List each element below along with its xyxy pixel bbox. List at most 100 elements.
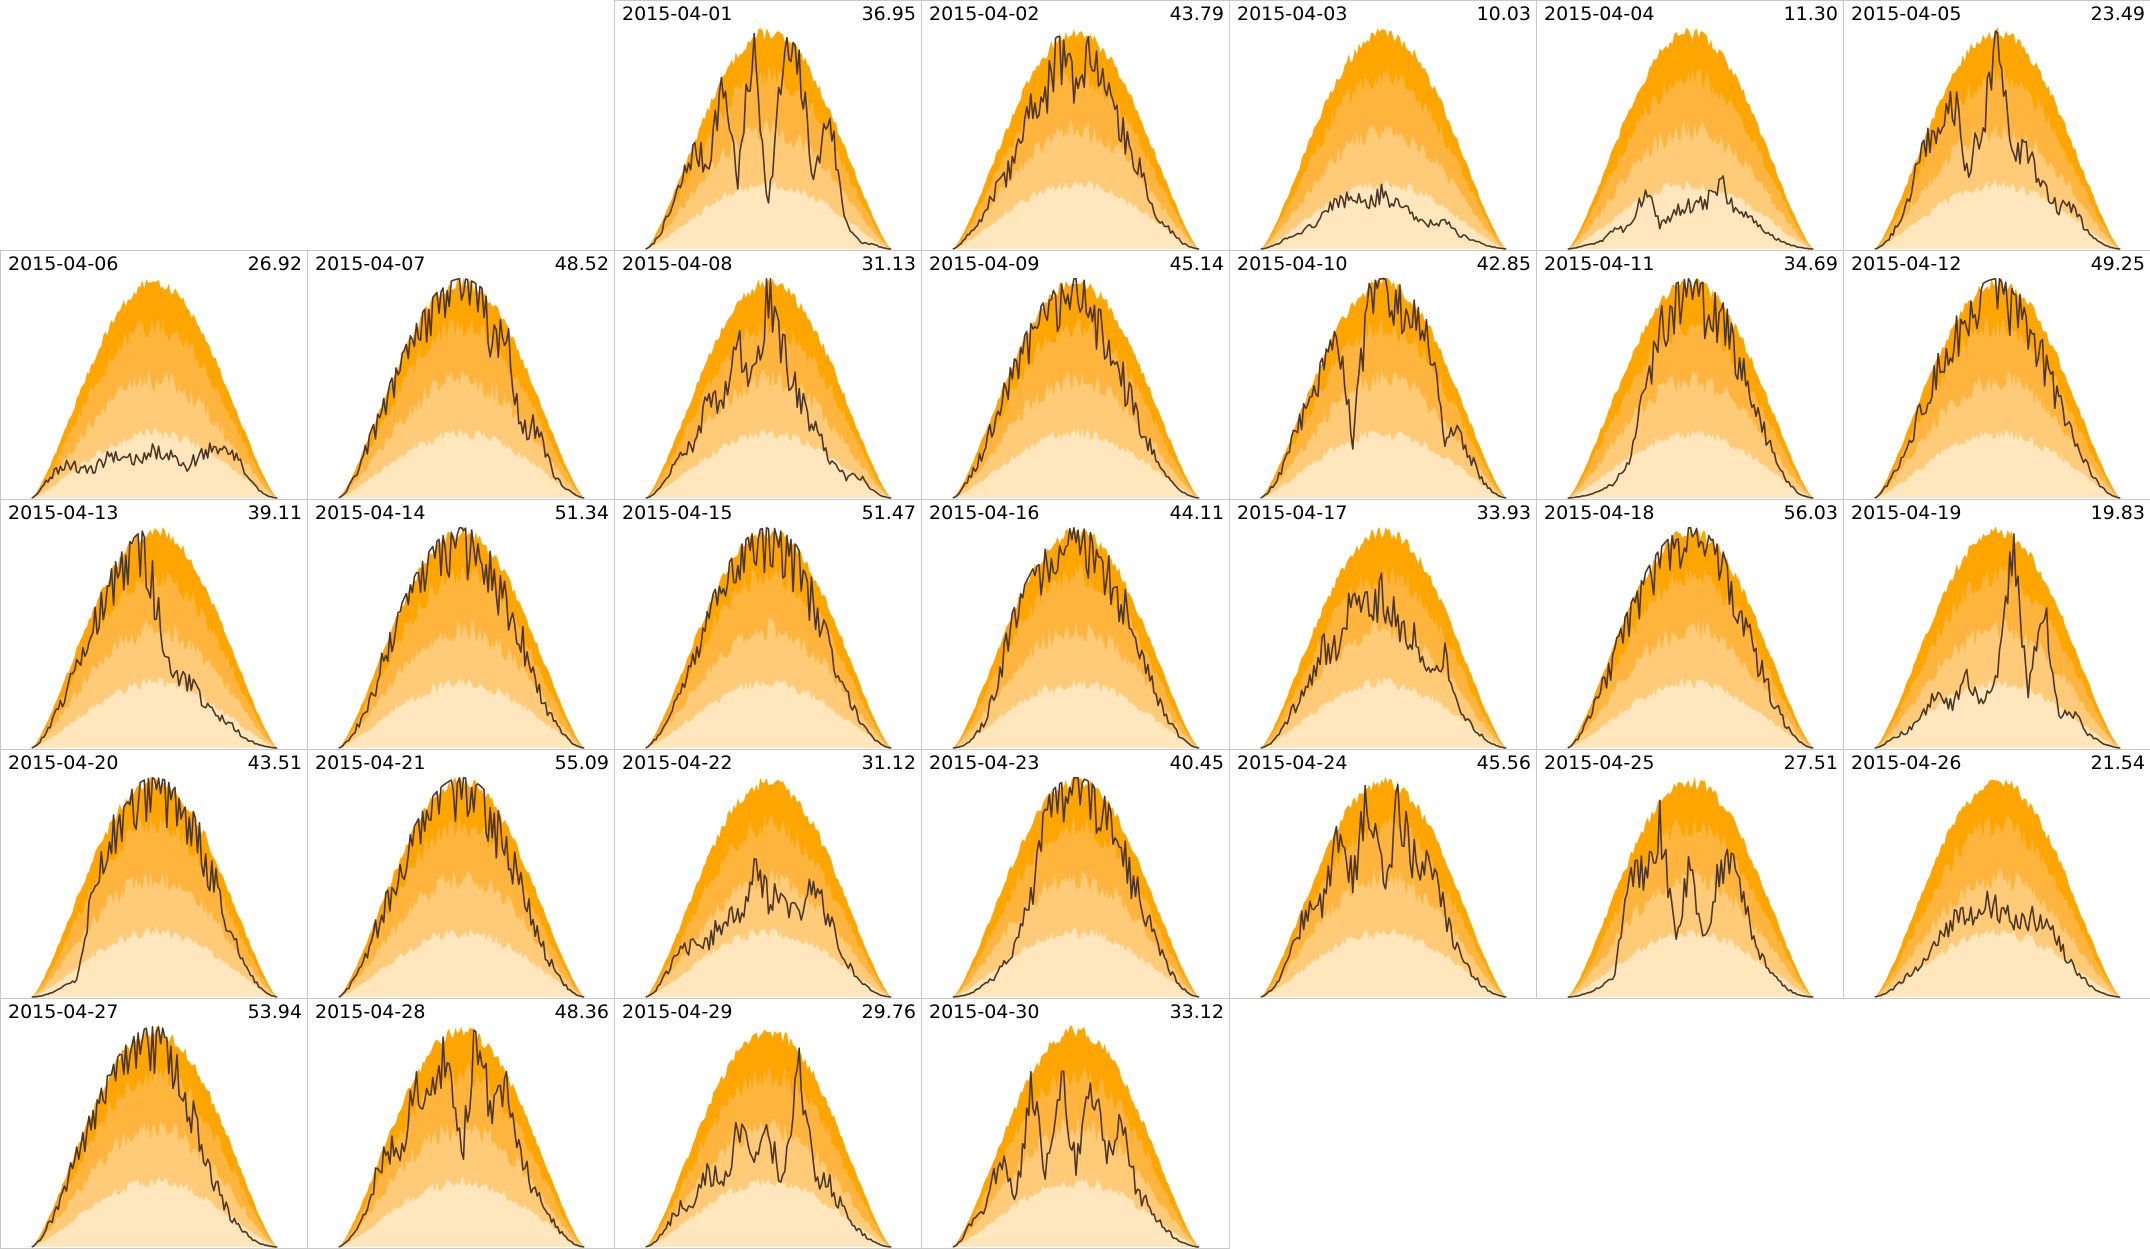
- production-line: [1260, 783, 1507, 998]
- day-panel: 2015-04-20 43.51: [0, 749, 308, 999]
- day-panel: 2015-04-13 39.11: [0, 499, 308, 750]
- day-plot: [1260, 276, 1507, 499]
- day-date-label: 2015-04-22: [622, 752, 733, 774]
- day-plot: [952, 1025, 1200, 1248]
- day-total-label: 23.49: [2090, 3, 2145, 25]
- day-panel: 2015-04-14 51.34: [307, 499, 615, 750]
- quantile-band-4: [645, 1178, 892, 1247]
- day-date-label: 2015-04-04: [1544, 3, 1655, 25]
- production-line: [1874, 533, 2121, 749]
- quantile-band-4: [645, 928, 892, 997]
- day-plot: [31, 279, 278, 499]
- day-plot: [645, 28, 892, 250]
- day-panel: 2015-04-21 55.09: [307, 749, 615, 999]
- production-line: [338, 526, 585, 749]
- day-total-label: 29.76: [861, 1001, 916, 1023]
- production-line: [31, 530, 278, 749]
- production-line: [952, 277, 1200, 499]
- production-line: [338, 1029, 585, 1248]
- day-plot: [1567, 526, 1814, 749]
- production-line: [1260, 572, 1507, 749]
- production-line: [1567, 175, 1814, 250]
- quantile-band-4: [952, 679, 1200, 748]
- day-panel: 2015-04-06 26.92: [0, 250, 308, 500]
- day-plot: [1874, 276, 2121, 499]
- day-total-label: 49.25: [2090, 253, 2145, 275]
- day-panel: 2015-04-26 21.54: [1843, 749, 2150, 999]
- production-line: [1567, 799, 1814, 998]
- day-plot: [338, 1026, 585, 1248]
- day-panel: 2015-04-04 11.30: [1536, 0, 1844, 251]
- production-line: [952, 527, 1200, 749]
- day-date-label: 2015-04-29: [622, 1001, 733, 1023]
- production-line: [645, 858, 892, 998]
- quantile-band-4: [1874, 679, 2121, 748]
- day-panel: 2015-04-02 43.79: [921, 0, 1230, 251]
- production-line: [645, 527, 892, 749]
- quantile-band-4: [338, 429, 585, 498]
- day-date-label: 2015-04-21: [315, 752, 426, 774]
- day-panel: 2015-04-25 27.51: [1536, 749, 1844, 999]
- day-panel: 2015-04-03 10.03: [1229, 0, 1537, 251]
- production-line: [31, 777, 278, 998]
- day-plot: [952, 28, 1200, 250]
- day-total-label: 51.47: [861, 502, 916, 524]
- day-total-label: 31.12: [861, 752, 916, 774]
- quantile-band-4: [1874, 927, 2121, 997]
- day-total-label: 19.83: [2090, 502, 2145, 524]
- day-plot: [1567, 776, 1814, 998]
- day-date-label: 2015-04-27: [8, 1001, 119, 1023]
- day-date-label: 2015-04-10: [1237, 253, 1348, 275]
- day-total-label: 33.12: [1169, 1001, 1224, 1023]
- quantile-band-4: [338, 677, 585, 748]
- quantile-band-4: [1567, 678, 1814, 748]
- day-total-label: 31.13: [861, 253, 916, 275]
- day-total-label: 21.54: [2090, 752, 2145, 774]
- production-line: [1874, 30, 2121, 250]
- day-total-label: 10.03: [1476, 3, 1531, 25]
- day-date-label: 2015-04-02: [929, 3, 1040, 25]
- quantile-band-4: [1260, 430, 1507, 498]
- day-panel: 2015-04-19 19.83: [1843, 499, 2150, 750]
- day-plot: [338, 777, 585, 998]
- day-panel: 2015-04-24 45.56: [1229, 749, 1537, 999]
- day-date-label: 2015-04-28: [315, 1001, 426, 1023]
- quantile-band-4: [31, 926, 278, 997]
- day-panel: 2015-04-15 51.47: [614, 499, 922, 750]
- day-panel: 2015-04-09 45.14: [921, 250, 1230, 500]
- day-plot: [1260, 776, 1507, 998]
- day-plot: [31, 776, 278, 998]
- quantile-band-4: [31, 428, 278, 498]
- day-plot: [645, 777, 892, 998]
- quantile-band-4: [1874, 428, 2121, 498]
- day-date-label: 2015-04-14: [315, 502, 426, 524]
- day-panel: 2015-04-08 31.13: [614, 250, 922, 500]
- production-line: [952, 1070, 1200, 1248]
- production-line: [31, 442, 278, 499]
- day-date-label: 2015-04-07: [315, 253, 426, 275]
- day-plot: [1567, 27, 1814, 250]
- day-panel: 2015-04-12 49.25: [1843, 250, 2150, 500]
- day-date-label: 2015-04-06: [8, 253, 119, 275]
- day-total-label: 42.85: [1476, 253, 1531, 275]
- day-date-label: 2015-04-23: [929, 752, 1040, 774]
- quantile-band-4: [1874, 178, 2121, 249]
- day-plot: [952, 776, 1200, 998]
- quantile-band-4: [952, 181, 1200, 249]
- day-total-label: 56.03: [1783, 502, 1838, 524]
- production-line: [645, 1047, 892, 1248]
- day-total-label: 43.51: [247, 752, 302, 774]
- day-plot: [1260, 526, 1507, 749]
- day-date-label: 2015-04-16: [929, 502, 1040, 524]
- quantile-band-4: [1260, 677, 1507, 748]
- day-panel: 2015-04-27 53.94: [0, 998, 308, 1249]
- day-panel: 2015-04-07 48.52: [307, 250, 615, 500]
- quantile-band-4: [1260, 180, 1507, 249]
- day-plot: [1260, 28, 1507, 250]
- quantile-band-4: [645, 428, 892, 498]
- day-date-label: 2015-04-20: [8, 752, 119, 774]
- quantile-band-4: [31, 677, 278, 748]
- day-panel: 2015-04-18 56.03: [1536, 499, 1844, 750]
- quantile-band-4: [1567, 428, 1814, 498]
